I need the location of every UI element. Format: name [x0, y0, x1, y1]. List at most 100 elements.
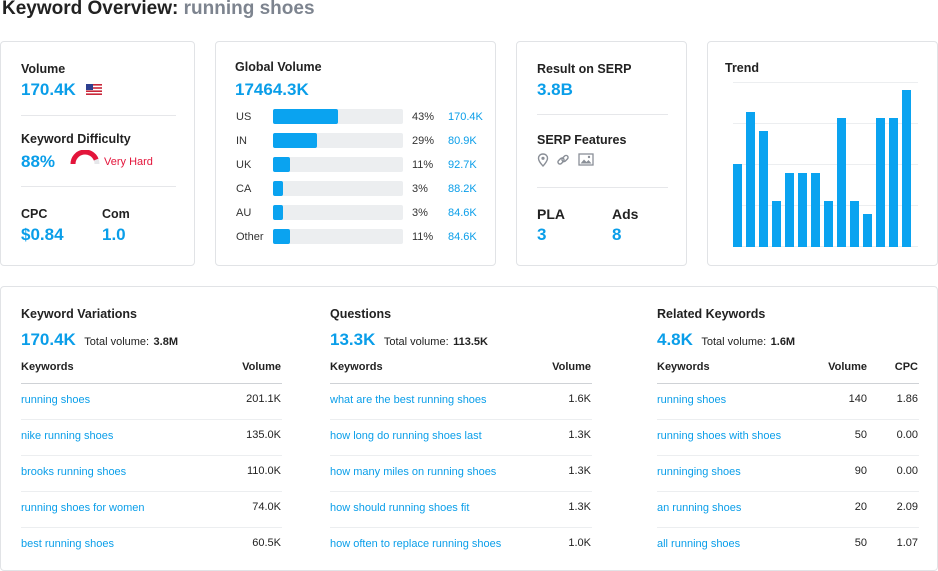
variations-total-label: Total volume:: [84, 336, 150, 348]
share-percent: 3%: [412, 207, 428, 219]
keyword-link[interactable]: how should running shoes fit: [330, 502, 470, 514]
share-bar-track: [273, 205, 403, 220]
ads-label: Ads: [612, 206, 639, 222]
related-count[interactable]: 4.8K: [657, 330, 693, 349]
overview-card: Volume 170.4K Keyword Difficulty 88% Ver…: [0, 41, 195, 266]
page-title: Keyword Overview: running shoes: [2, 0, 315, 20]
share-bar-track: [273, 133, 403, 148]
share-bar-track: [273, 181, 403, 196]
table-row: all running shoes 50 1.07: [1, 537, 918, 550]
trend-bar: [733, 164, 742, 247]
country-code: US: [236, 111, 252, 123]
divider: [21, 115, 176, 116]
questions-col-keywords: Keywords: [330, 361, 383, 373]
share-bar-fill: [273, 157, 290, 172]
country-volume-link[interactable]: 80.9K: [448, 135, 477, 147]
trend-gridline: [733, 123, 918, 124]
keyword-link[interactable]: runninging shoes: [657, 466, 741, 478]
table-header-divider: [21, 383, 282, 384]
keyword-link[interactable]: running shoes: [657, 394, 727, 406]
us-flag-icon: [85, 83, 102, 95]
volume-value: 140: [848, 393, 867, 405]
country-volume-link[interactable]: 84.6K: [448, 231, 477, 243]
share-bar-track: [273, 157, 403, 172]
trend-bar: [811, 173, 820, 247]
keyword-link[interactable]: all running shoes: [657, 538, 741, 550]
global-volume-label: Global Volume: [235, 60, 322, 74]
volume-value: 201.1K: [246, 393, 281, 405]
keyword-link[interactable]: running shoes: [21, 394, 91, 406]
table-row: what are the best running shoes 1.6K: [1, 393, 591, 406]
volume-value: 1.0K: [568, 537, 591, 549]
related-col-keywords: Keywords: [657, 361, 710, 373]
pla-label: PLA: [537, 206, 565, 222]
share-percent: 11%: [412, 231, 434, 243]
keyword-link[interactable]: brooks running shoes: [21, 466, 127, 478]
related-col-volume: Volume: [828, 361, 867, 373]
image-icon[interactable]: [578, 153, 594, 166]
country-volume-link[interactable]: 84.6K: [448, 207, 477, 219]
keyword-lists-card: Keyword Variations 170.4K Total volume: …: [0, 286, 938, 571]
row-divider: [330, 491, 592, 492]
volume-value: 135.0K: [246, 429, 281, 441]
global-volume-row: CA 3% 88.2K: [236, 181, 496, 197]
country-volume-link[interactable]: 88.2K: [448, 183, 477, 195]
trend-card: Trend: [707, 41, 938, 266]
keyword-link[interactable]: running shoes for women: [21, 502, 145, 514]
country-volume-link[interactable]: 92.7K: [448, 159, 477, 171]
volume-value: 1.3K: [568, 501, 591, 513]
global-volume-row: IN 29% 80.9K: [236, 133, 496, 149]
share-percent: 29%: [412, 135, 435, 147]
keyword-link[interactable]: what are the best running shoes: [330, 394, 487, 406]
cpc-value: 1.07: [896, 537, 918, 549]
table-row: running shoes with shoes 50 0.00: [1, 429, 918, 442]
pla-value: 3: [537, 225, 547, 244]
table-row: how long do running shoes last 1.3K: [1, 429, 591, 442]
trend-bar: [798, 173, 807, 247]
variations-count[interactable]: 170.4K: [21, 330, 76, 349]
divider: [537, 114, 668, 115]
keyword-link[interactable]: an running shoes: [657, 502, 742, 514]
questions-count[interactable]: 13.3K: [330, 330, 376, 349]
trend-chart: [733, 82, 918, 247]
volume-value: 170.4K: [21, 80, 76, 99]
keyword-link[interactable]: how many miles on running shoes: [330, 466, 497, 478]
trend-bar: [902, 90, 911, 247]
com-label: Com: [102, 207, 130, 221]
trend-bar: [850, 201, 859, 247]
keyword-link[interactable]: how long do running shoes last: [330, 430, 482, 442]
volume-value: 50: [854, 537, 867, 549]
map-pin-icon[interactable]: [537, 153, 549, 167]
keyword-link[interactable]: running shoes with shoes: [657, 430, 782, 442]
row-divider: [21, 527, 282, 528]
variations-col-volume: Volume: [242, 361, 281, 373]
keyword-link[interactable]: best running shoes: [21, 538, 114, 550]
table-row: how many miles on running shoes 1.3K: [1, 465, 591, 478]
row-divider: [330, 455, 592, 456]
divider: [21, 186, 176, 187]
trend-label: Trend: [725, 61, 760, 75]
table-row: running shoes 140 1.86: [1, 393, 918, 406]
divider: [537, 187, 668, 188]
country-code: Other: [236, 231, 264, 243]
country-code: IN: [236, 135, 247, 147]
cpc-label: CPC: [21, 207, 48, 221]
keyword-link[interactable]: nike running shoes: [21, 430, 114, 442]
kd-gauge-icon: [70, 150, 100, 165]
serp-results-label: Result on SERP: [537, 62, 632, 76]
cpc-value: 0.00: [896, 465, 918, 477]
table-row: nike running shoes 135.0K: [1, 429, 281, 442]
row-divider: [330, 419, 592, 420]
questions-col-volume: Volume: [552, 361, 591, 373]
volume-value: 1.3K: [568, 465, 591, 477]
link-icon[interactable]: [556, 153, 570, 167]
volume-value: 90: [854, 465, 867, 477]
keyword-link[interactable]: how often to replace running shoes: [330, 538, 502, 550]
variations-total-value: 3.8M: [153, 336, 179, 348]
country-volume-link[interactable]: 170.4K: [448, 111, 483, 123]
kd-label: Keyword Difficulty: [21, 132, 131, 146]
country-code: UK: [236, 159, 252, 171]
variations-summary: 170.4K Total volume: 3.8M: [21, 330, 178, 350]
questions-total-value: 113.5K: [453, 336, 488, 348]
table-row: running shoes 201.1K: [1, 393, 281, 406]
